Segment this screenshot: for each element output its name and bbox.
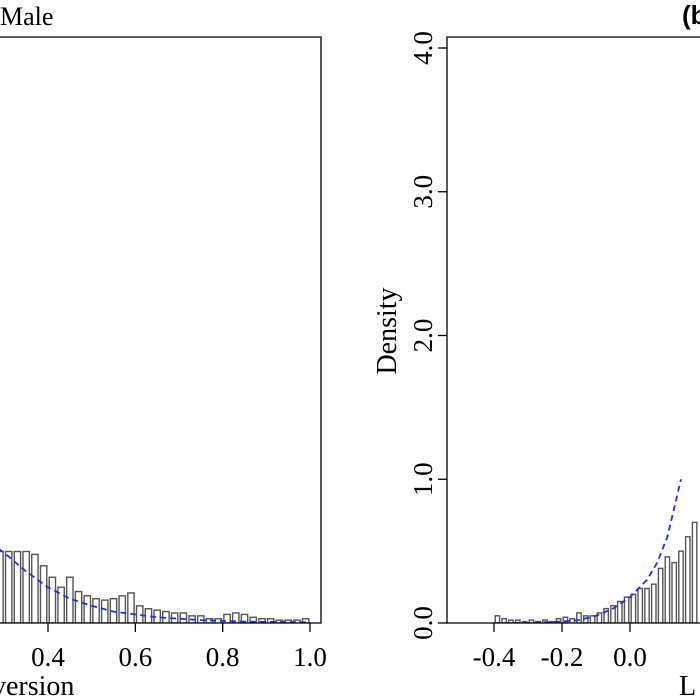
histogram-bar <box>135 605 144 623</box>
histogram-bar <box>266 618 275 623</box>
histogram-bar <box>596 612 603 623</box>
histogram-bar <box>630 593 637 623</box>
x-tick-label: 0.4 <box>31 642 65 672</box>
histogram-bar <box>501 617 508 623</box>
histogram-bar <box>671 561 678 623</box>
density-curve <box>494 479 682 623</box>
panel-a-title: Male <box>0 2 53 31</box>
histogram-bar <box>684 536 691 623</box>
histogram-bar <box>508 619 514 623</box>
histogram-bar <box>74 590 83 623</box>
histogram-bar <box>127 592 135 623</box>
histogram-bar <box>118 595 127 623</box>
panel-a-x-axis-label: version <box>0 671 74 700</box>
histogram-bar <box>83 595 92 623</box>
density-curve <box>0 548 311 623</box>
histogram-bar <box>31 553 39 623</box>
panel-b-x-axis-label: L <box>679 671 696 700</box>
histogram-bar <box>494 615 501 623</box>
histogram-bar <box>582 615 589 623</box>
histogram-bar <box>664 556 671 623</box>
histogram-bar <box>4 550 13 623</box>
histogram-bar <box>650 583 657 623</box>
panel-b-x-axis: -0.4 -0.2 0.0 <box>473 623 647 672</box>
histogram-bar <box>100 599 109 623</box>
histogram-bar <box>528 619 535 623</box>
panel-b-letter: (b <box>682 0 700 30</box>
histogram-bar <box>48 576 57 623</box>
y-tick-label: 3.0 <box>408 175 438 209</box>
histogram-bar <box>644 587 650 623</box>
x-tick-label: 0.6 <box>118 642 152 672</box>
y-tick-label: 2.0 <box>408 319 438 353</box>
x-tick-label: -0.2 <box>541 642 584 672</box>
histogram-bar <box>616 600 623 623</box>
histogram-bar <box>691 521 698 623</box>
panel-a-frame <box>0 36 322 624</box>
histogram-bar <box>637 587 644 623</box>
histogram-bar <box>57 586 65 623</box>
x-tick-label: -0.4 <box>473 642 516 672</box>
histogram-bar <box>13 550 22 623</box>
histogram-bar <box>39 565 48 623</box>
histogram-bar <box>249 616 258 623</box>
y-tick-label: 4.0 <box>408 31 438 65</box>
panel-b-plot-area <box>494 479 698 623</box>
histogram-bar <box>623 596 630 623</box>
y-tick-label: 0.0 <box>408 606 438 640</box>
histogram-bar <box>92 597 100 623</box>
histogram-bar <box>22 550 31 623</box>
histogram-bar <box>562 616 569 623</box>
histogram-bar <box>657 567 664 623</box>
panel-a-x-axis: 0.4 0.6 0.8 1.0 <box>31 623 327 672</box>
histogram-bar <box>589 615 596 623</box>
panel-a-plot-area <box>0 548 311 623</box>
y-tick-label: 1.0 <box>408 462 438 496</box>
panel-b-y-axis: 0.0 1.0 2.0 3.0 4.0 <box>408 31 447 640</box>
x-tick-label: 0.8 <box>206 642 240 672</box>
x-tick-label: 0.0 <box>613 642 647 672</box>
x-tick-label: 1.0 <box>293 642 327 672</box>
panel-male: Male 0.4 0.6 0.8 1.0 version <box>0 2 327 700</box>
histogram-bar <box>610 605 616 623</box>
histogram-bar <box>514 619 521 623</box>
histogram-bar <box>576 612 582 623</box>
histogram-bar <box>258 618 266 623</box>
histogram-bar <box>0 550 4 623</box>
panel-b-y-axis-label: Density <box>372 287 403 374</box>
panel-b: (b Density 0.0 1.0 2.0 3.0 4.0 -0.4 -0.2 0.0 L <box>372 0 700 700</box>
histogram-bar <box>678 550 684 623</box>
panel-b-frame <box>446 36 700 624</box>
histogram-bar <box>301 618 310 623</box>
histogram-bar <box>603 607 610 623</box>
